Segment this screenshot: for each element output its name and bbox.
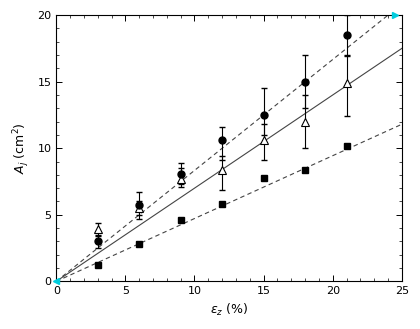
X-axis label: $\varepsilon_{z}$ (%): $\varepsilon_{z}$ (%) xyxy=(210,302,248,318)
Y-axis label: $A_j$ (cm$^2$): $A_j$ (cm$^2$) xyxy=(11,122,32,174)
